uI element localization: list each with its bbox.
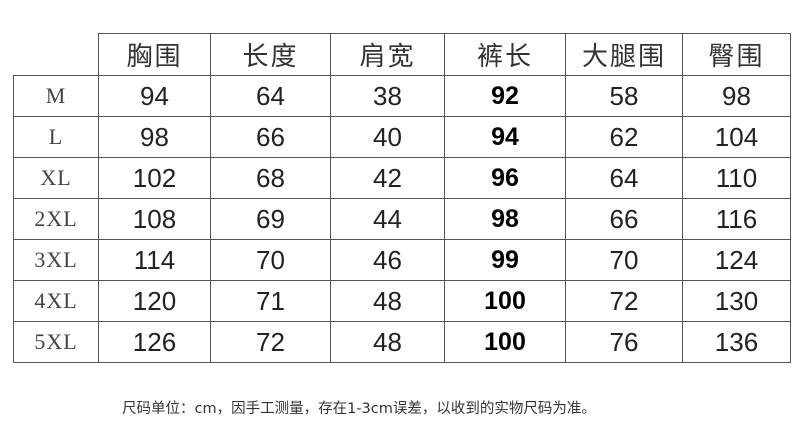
column-header: 肩宽 (330, 33, 445, 76)
column-header: 胸围 (98, 33, 211, 76)
table-row: 5XL 126 72 48 100 76 136 (13, 321, 791, 363)
measurement-cell: 69 (210, 198, 331, 240)
size-label: M (13, 75, 99, 117)
measurement-cell: 64 (210, 75, 331, 117)
measurement-cell: 136 (682, 321, 791, 363)
measurement-cell: 100 (444, 280, 566, 322)
measurement-cell: 44 (330, 198, 445, 240)
column-header: 裤长 (444, 33, 566, 76)
size-label: 2XL (13, 198, 99, 240)
measurement-cell: 66 (565, 198, 683, 240)
measurement-cell: 70 (565, 239, 683, 281)
size-label: 4XL (13, 280, 99, 322)
measurement-cell: 46 (330, 239, 445, 281)
measurement-cell: 96 (444, 157, 566, 199)
measurement-note: 尺码单位：cm，因手工测量，存在1-3cm误差，以收到的实物尺码为准。 (122, 401, 596, 417)
measurement-cell: 58 (565, 75, 683, 117)
size-label: 3XL (13, 239, 99, 281)
measurement-cell: 99 (444, 239, 566, 281)
measurement-cell: 72 (565, 280, 683, 322)
measurement-cell: 94 (98, 75, 211, 117)
measurement-cell: 68 (210, 157, 331, 199)
size-label: XL (13, 157, 99, 199)
measurement-cell: 98 (98, 116, 211, 158)
measurement-cell: 130 (682, 280, 791, 322)
measurement-cell: 94 (444, 116, 566, 158)
measurement-cell: 116 (682, 198, 791, 240)
size-chart-table: 胸围 长度 肩宽 裤长 大腿围 臀围 M 94 64 38 92 58 98 L 98 66 40 94 62 10… (13, 33, 791, 363)
column-header: 长度 (210, 33, 331, 76)
measurement-cell: 38 (330, 75, 445, 117)
table-row: L 98 66 40 94 62 104 (13, 116, 791, 158)
table-row: 2XL 108 69 44 98 66 116 (13, 198, 791, 240)
size-label: 5XL (13, 321, 99, 363)
measurement-cell: 104 (682, 116, 791, 158)
measurement-cell: 114 (98, 239, 211, 281)
header-row: 胸围 长度 肩宽 裤长 大腿围 臀围 (13, 33, 791, 76)
measurement-cell: 102 (98, 157, 211, 199)
measurement-cell: 71 (210, 280, 331, 322)
column-header: 臀围 (682, 33, 791, 76)
size-label: L (13, 116, 99, 158)
column-header: 大腿围 (565, 33, 683, 76)
measurement-cell: 98 (444, 198, 566, 240)
measurement-cell: 66 (210, 116, 331, 158)
measurement-cell: 48 (330, 280, 445, 322)
measurement-cell: 98 (682, 75, 791, 117)
measurement-cell: 100 (444, 321, 566, 363)
measurement-cell: 76 (565, 321, 683, 363)
measurement-cell: 48 (330, 321, 445, 363)
measurement-cell: 42 (330, 157, 445, 199)
measurement-cell: 62 (565, 116, 683, 158)
measurement-cell: 40 (330, 116, 445, 158)
measurement-cell: 64 (565, 157, 683, 199)
corner-cell (13, 33, 99, 76)
measurement-cell: 110 (682, 157, 791, 199)
measurement-cell: 124 (682, 239, 791, 281)
table-row: 3XL 114 70 46 99 70 124 (13, 239, 791, 281)
measurement-cell: 108 (98, 198, 211, 240)
measurement-cell: 92 (444, 75, 566, 117)
measurement-cell: 70 (210, 239, 331, 281)
measurement-cell: 126 (98, 321, 211, 363)
table-row: M 94 64 38 92 58 98 (13, 75, 791, 117)
table-row: 4XL 120 71 48 100 72 130 (13, 280, 791, 322)
measurement-cell: 72 (210, 321, 331, 363)
table-row: XL 102 68 42 96 64 110 (13, 157, 791, 199)
measurement-cell: 120 (98, 280, 211, 322)
